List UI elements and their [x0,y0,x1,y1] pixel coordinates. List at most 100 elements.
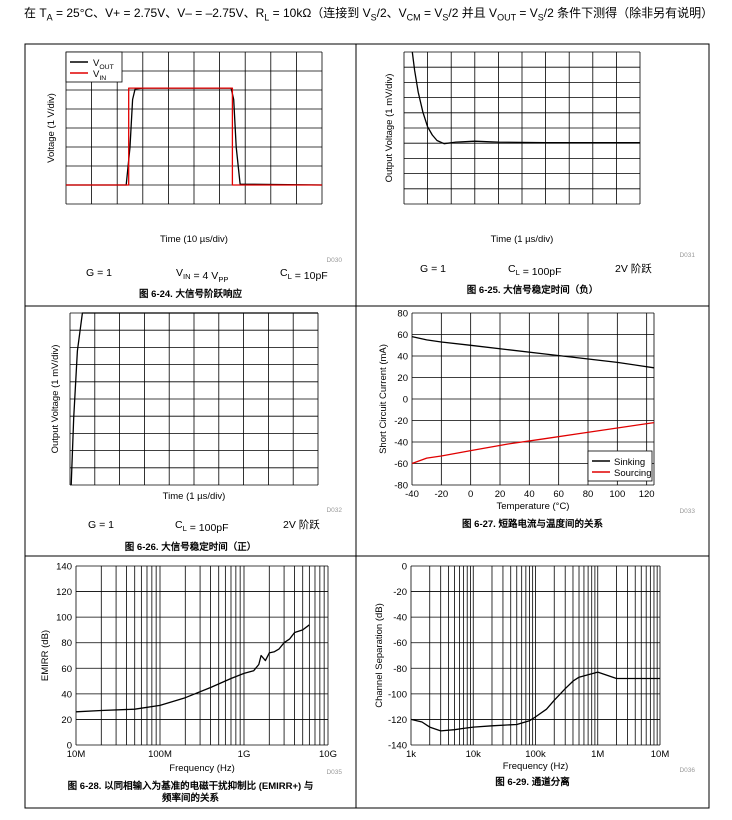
y-tick-label: -140 [388,741,407,752]
y-tick-label: -40 [393,613,407,624]
figure-caption: 图 6-25. 大信号稳定时间（负） [467,284,598,296]
condition-label: CL = 10pF [280,267,328,282]
pane-border [355,555,710,809]
y-axis-label: EMIRR (dB) [40,630,51,681]
x-axis-label: Frequency (Hz) [169,763,234,774]
x-axis-label: Temperature (°C) [497,501,570,512]
figure-caption: 图 6-27. 短路电流与温度间的关系 [462,518,603,530]
y-tick-label: 80 [397,309,408,320]
y-tick-label: -40 [394,438,408,449]
y-tick-label: -20 [393,587,407,598]
figure-caption-cont: 频率间的关系 [162,792,220,804]
y-tick-label: 20 [61,715,72,726]
figure-code: D033 [679,508,695,515]
y-tick-label: -120 [388,715,407,726]
y-tick-label: 140 [56,562,72,573]
x-tick-label: 120 [639,489,655,500]
y-tick-label: -60 [394,459,408,470]
y-tick-label: 120 [56,587,72,598]
y-tick-label: -60 [393,638,407,649]
x-tick-label: 10k [466,749,482,760]
x-tick-label: 100k [525,749,546,760]
x-tick-label: 60 [553,489,564,500]
legend-label: Sourcing [614,468,652,479]
figure-code: D030 [326,257,342,264]
x-tick-label: 0 [468,489,473,500]
chart-fig-6-25: Time (1 µs/div) Output Voltage (1 mV/div)… [355,43,710,307]
page-header: 在 TA = 25°C、V+ = 2.75V、V– = –2.75V、RL = … [24,6,714,23]
chart-fig-6-28: 0 20 40 60 80 100 120 140 10M 100M 1G 10G Frequency … [24,555,357,809]
legend-label: VIN [93,69,106,82]
condition-label: 2V 阶跃 [283,518,320,531]
x-tick-label: 1G [238,749,251,760]
y-tick-label: 40 [61,689,72,700]
chart-fig-6-26: Time (1 µs/div) Output Voltage (1 mV/div)… [24,305,357,557]
y-tick-label: 80 [61,638,72,649]
figure-code: D031 [679,252,695,259]
y-tick-label: -100 [388,689,407,700]
figure-caption: 图 6-28. 以同相输入为基准的电磁干扰抑制比 (EMIRR+) 与 [68,780,314,792]
condition-label: CL = 100pF [508,263,562,278]
figure-caption: 图 6-24. 大信号阶跃响应 [139,288,242,300]
series-output [411,51,640,145]
chart-fig-6-27: -80 -60 -40 -20 0 20 40 60 80 -40 -20 0 20 40 60 80 100 1… [355,305,710,557]
pane-border [24,43,357,307]
condition-label: G = 1 [420,263,446,275]
x-axis-label: Frequency (Hz) [503,761,568,772]
series-emirr+ [75,624,310,713]
condition-label: G = 1 [86,267,112,279]
y-tick-label: 0 [403,395,408,406]
x-tick-label: 20 [495,489,506,500]
legend-box [65,51,123,83]
x-tick-label: 10M [67,749,86,760]
y-axis-label: Output Voltage (1 mV/div) [50,345,61,454]
legend-label: VOUT [93,58,115,71]
y-tick-label: -80 [393,664,407,675]
y-axis-label: Voltage (1 V/div) [46,93,57,163]
series-output [70,312,318,486]
series-channel-separation [410,671,660,732]
legend-box [587,450,653,482]
y-tick-label: 40 [397,352,408,363]
y-axis-label: Channel Separation (dB) [374,603,385,708]
legend-label: Sinking [614,457,645,468]
x-tick-label: 1k [406,749,416,760]
y-tick-label: 0 [67,741,72,752]
y-tick-label: 0 [402,562,407,573]
figure-caption: 图 6-29. 通道分离 [495,776,570,788]
y-tick-label: -20 [394,416,408,427]
y-tick-label: 60 [397,330,408,341]
figure-code: D036 [679,767,695,774]
x-tick-label: -20 [434,489,448,500]
x-tick-label: -40 [405,489,419,500]
figure-code: D035 [326,769,342,776]
x-tick-label: 80 [583,489,594,500]
x-tick-label: 100M [148,749,172,760]
y-axis-label: Output Voltage (1 mV/div) [384,74,395,183]
y-axis-label: Short Circuit Current (mA) [378,344,389,454]
y-tick-label: -80 [394,481,408,492]
condition-label: 2V 阶跃 [615,262,652,275]
x-tick-label: 1M [591,749,604,760]
series-vin [66,87,322,186]
x-tick-label: 40 [524,489,535,500]
figure-caption: 图 6-26. 大信号稳定时间（正） [125,541,256,553]
x-tick-label: 10G [319,749,337,760]
condition-label: CL = 100pF [175,519,229,534]
figure-code: D032 [326,507,342,514]
y-tick-label: 60 [61,664,72,675]
x-tick-label: 100 [609,489,625,500]
condition-label: VIN = 4 VPP [176,267,228,284]
condition-label: G = 1 [88,519,114,531]
x-tick-label: 10M [651,749,670,760]
y-tick-label: 100 [56,613,72,624]
series-sinking [411,335,655,369]
series-sourcing [411,421,655,465]
y-tick-label: 20 [397,373,408,384]
x-axis-label: Time (1 µs/div) [163,491,226,502]
x-axis-label: Time (1 µs/div) [491,234,554,245]
chart-fig-6-29: -140 -120 -100 -80 -60 -40 -20 0 1k 10k 100k 1M 10M F… [355,555,710,809]
x-axis-label: Time (10 µs/div) [160,234,228,245]
